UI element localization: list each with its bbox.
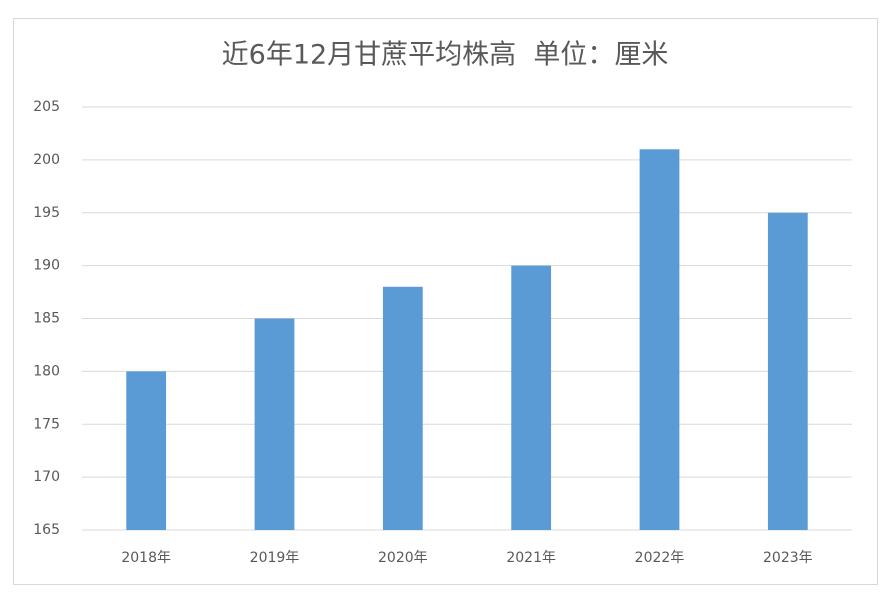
x-tick-label: 2023年 bbox=[763, 550, 813, 566]
y-tick-label: 165 bbox=[33, 522, 60, 538]
y-tick-label: 205 bbox=[33, 99, 60, 115]
bar bbox=[639, 149, 680, 531]
y-tick-label: 190 bbox=[33, 258, 60, 274]
bar bbox=[254, 318, 295, 530]
bar bbox=[382, 286, 423, 530]
y-tick-label: 195 bbox=[33, 205, 60, 221]
y-tick-label: 175 bbox=[33, 416, 60, 432]
y-tick-label: 180 bbox=[33, 363, 60, 379]
bar bbox=[126, 371, 167, 530]
x-tick-label: 2018年 bbox=[121, 550, 171, 566]
x-tick-label: 2021年 bbox=[506, 550, 556, 566]
y-tick-label: 200 bbox=[33, 152, 60, 168]
x-tick-label: 2019年 bbox=[250, 550, 300, 566]
x-tick-label: 2022年 bbox=[635, 550, 685, 566]
x-tick-label: 2020年 bbox=[378, 550, 428, 566]
chart-title: 近6年12月甘蔗平均株高 单位：厘米 bbox=[222, 40, 669, 71]
bar bbox=[767, 212, 808, 530]
y-tick-label: 185 bbox=[33, 311, 60, 327]
bar bbox=[511, 265, 552, 530]
y-tick-label: 170 bbox=[33, 469, 60, 485]
